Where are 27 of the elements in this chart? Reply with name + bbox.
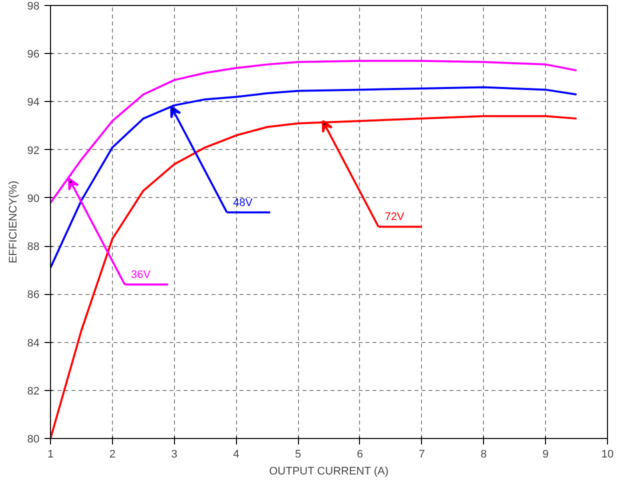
y-tick-label: 98	[27, 0, 40, 12]
x-tick-label: 6	[356, 448, 364, 460]
line-series	[50, 115, 578, 438]
y-tick-label: 86	[27, 289, 40, 302]
y-tick-label: 84	[27, 337, 40, 350]
x-tick-label: 2	[109, 448, 116, 460]
x-axis-title: OUTPUT CURRENT (A)	[269, 466, 388, 478]
y-tick-label: 82	[27, 385, 40, 398]
x-tick-label: 4	[233, 448, 240, 460]
y-tick-label: 88	[27, 241, 40, 254]
x-tick-label: 5	[294, 448, 302, 460]
x-tick-label: 1	[47, 448, 54, 460]
y-tick-label: 94	[27, 96, 40, 109]
x-tick-label: 9	[542, 448, 549, 460]
annotation: 48V	[233, 196, 254, 209]
y-axis-title: EFFICIENCY(%)	[7, 180, 20, 264]
annotation: 36V	[130, 268, 152, 281]
y-tick-label: 96	[27, 48, 40, 61]
line-series	[50, 86, 578, 269]
annotation: 72V	[384, 211, 405, 224]
x-tick-label: 7	[418, 448, 425, 460]
x-tick-label: 3	[171, 448, 178, 460]
x-tick-label: 8	[480, 448, 487, 460]
y-tick-label: 80	[27, 434, 40, 446]
y-tick-label: 90	[27, 192, 40, 205]
x-tick-label: 10	[601, 448, 614, 460]
y-tick-label: 92	[27, 144, 40, 157]
